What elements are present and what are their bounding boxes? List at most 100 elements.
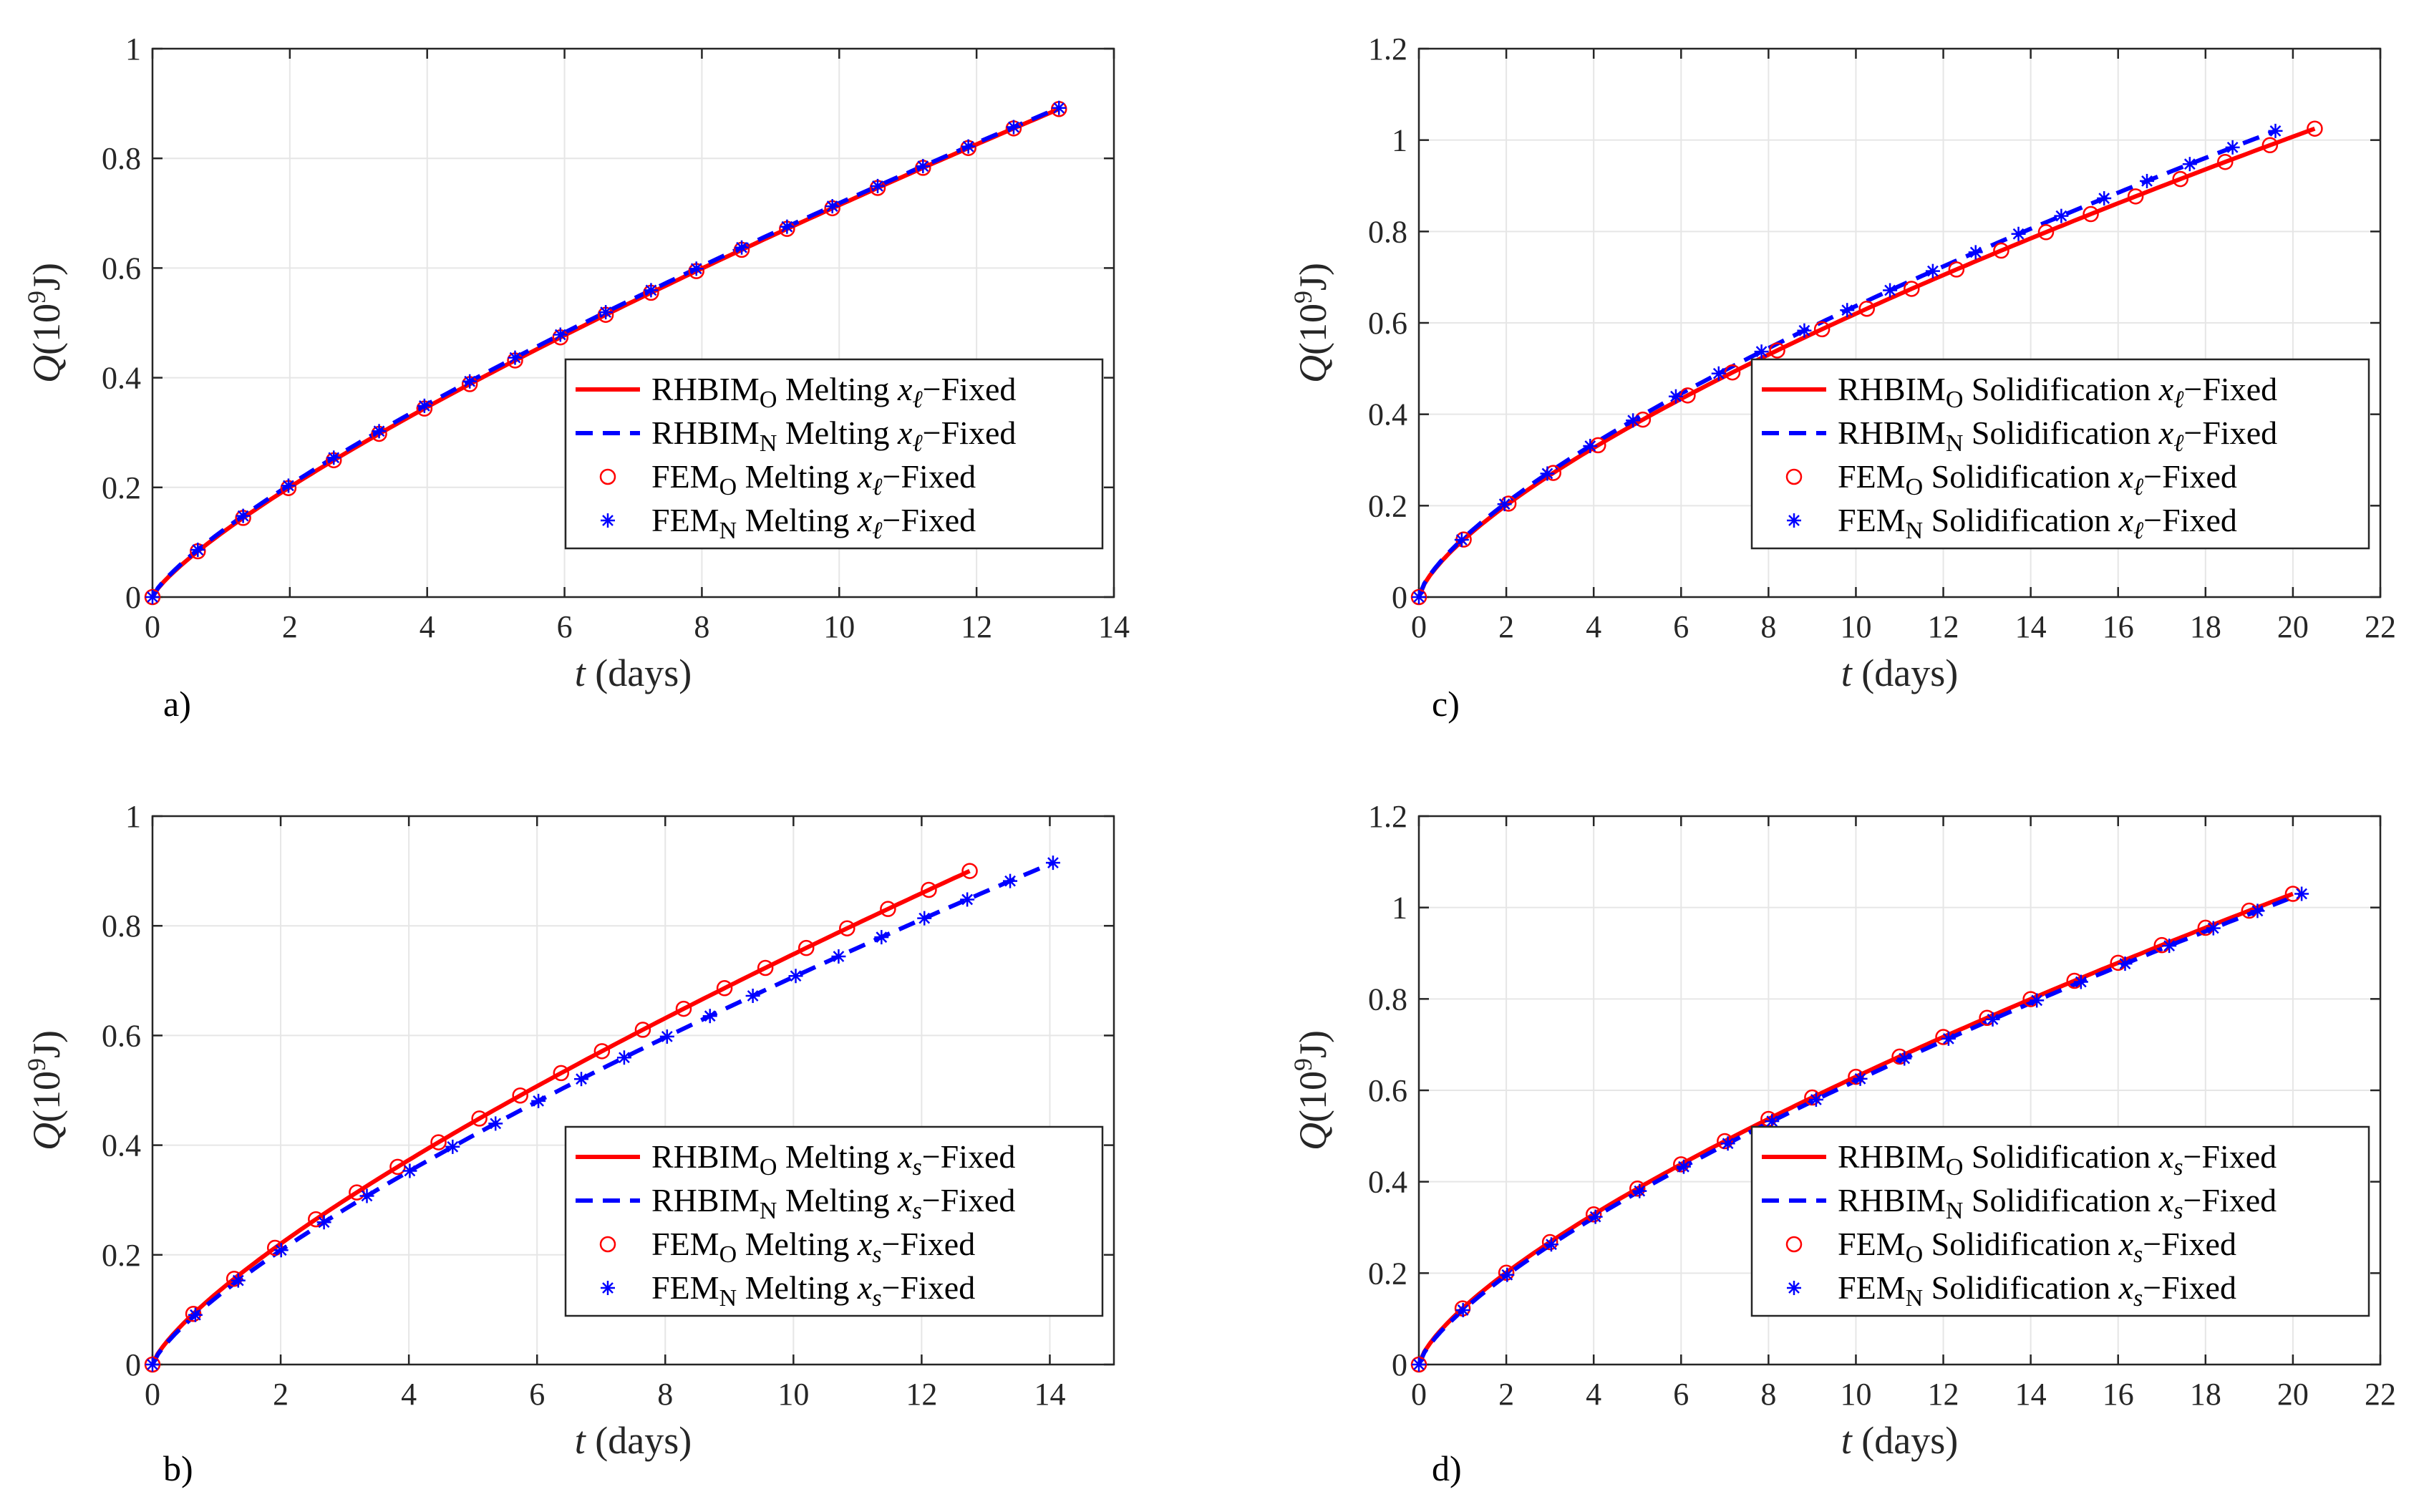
asterisk-stroke xyxy=(2012,228,2025,240)
data-point-asterisk xyxy=(402,1163,417,1178)
asterisk-stroke xyxy=(275,1244,287,1256)
data-point-circle xyxy=(1993,242,2009,259)
data-point-asterisk xyxy=(1797,323,1812,338)
asterisk-stroke xyxy=(961,893,974,906)
data-point-circle xyxy=(593,1043,611,1060)
legend-marker-asterisk xyxy=(601,1281,615,1295)
asterisk-stroke xyxy=(509,352,521,364)
asterisk-stroke xyxy=(1788,1282,1800,1294)
asterisk-stroke xyxy=(1455,534,1468,546)
asterisk-stroke xyxy=(1670,390,1682,402)
y-tick-label: 0.2 xyxy=(102,470,141,505)
data-point-asterisk xyxy=(1720,1136,1735,1151)
asterisk-stroke xyxy=(490,1118,502,1130)
data-point-asterisk xyxy=(1454,533,1469,548)
legend-entry-label: RHBIMO Solidification xs−Fixed xyxy=(1838,1138,2277,1181)
data-point-asterisk xyxy=(1840,303,1855,318)
x-tick-label: 14 xyxy=(1098,609,1130,644)
x-tick-label: 16 xyxy=(2103,1377,2134,1412)
y-tick-label: 0.8 xyxy=(1368,214,1407,249)
data-point-asterisk xyxy=(788,969,803,984)
asterisk-stroke xyxy=(600,306,612,318)
y-tick-label: 0 xyxy=(1392,1347,1407,1382)
data-point-asterisk xyxy=(1626,413,1641,428)
series-line-1 xyxy=(150,105,1060,598)
data-point-asterisk xyxy=(188,1307,203,1322)
x-tick-label: 14 xyxy=(1034,1377,1065,1412)
asterisk-stroke xyxy=(404,1165,416,1177)
data-point-asterisk xyxy=(1711,366,1726,381)
data-point-asterisk xyxy=(372,424,387,439)
data-point-asterisk xyxy=(598,305,614,320)
data-point-circle xyxy=(2307,120,2323,137)
x-tick-label: 4 xyxy=(420,609,435,644)
asterisk-stroke xyxy=(1008,121,1019,133)
asterisk-stroke xyxy=(1584,440,1596,452)
asterisk-stroke xyxy=(1413,591,1425,603)
y-axis-label: Q(109J) xyxy=(1289,263,1334,383)
data-point-circle xyxy=(1629,1181,1646,1197)
y-tick-label: 0.6 xyxy=(102,251,141,286)
data-point-circle xyxy=(2217,153,2234,170)
asterisk-stroke xyxy=(781,220,793,233)
panel-label: a) xyxy=(163,684,191,724)
data-point-asterisk xyxy=(462,374,477,389)
data-point-circle xyxy=(2083,205,2099,223)
data-point-circle xyxy=(921,881,937,898)
y-tick-label: 0.2 xyxy=(102,1238,141,1273)
data-point-asterisk xyxy=(145,590,160,604)
x-tick-label: 8 xyxy=(657,1377,673,1412)
y-tick-label: 1 xyxy=(125,32,141,67)
data-point-asterisk xyxy=(273,1243,289,1258)
data-point-asterisk xyxy=(2054,208,2069,223)
y-tick-label: 1 xyxy=(125,799,141,834)
x-tick-label: 10 xyxy=(777,1377,809,1412)
y-tick-label: 0.6 xyxy=(1368,306,1407,341)
data-point-asterisk xyxy=(1897,1051,1912,1066)
asterisk-stroke xyxy=(232,1274,244,1286)
data-point-circle xyxy=(757,959,774,976)
asterisk-stroke xyxy=(1722,1138,1734,1150)
asterisk-stroke xyxy=(576,1073,587,1085)
data-point-asterisk xyxy=(689,261,704,276)
y-tick-label: 1.2 xyxy=(1368,32,1407,67)
data-point-circle xyxy=(1858,300,1875,317)
asterisk-stroke xyxy=(2075,976,2087,988)
asterisk-stroke xyxy=(1589,1211,1601,1223)
legend-entry-label: FEMN Solidification xs−Fixed xyxy=(1838,1269,2236,1312)
asterisk-stroke xyxy=(1969,246,1982,258)
data-point-asterisk xyxy=(1543,1237,1558,1252)
asterisk-stroke xyxy=(962,140,974,152)
y-tick-label: 0.2 xyxy=(1368,1256,1407,1291)
asterisk-stroke xyxy=(1413,1359,1425,1370)
legend-entry-label: RHBIMN Solidification xs−Fixed xyxy=(1838,1182,2277,1224)
asterisk-stroke xyxy=(704,1010,716,1022)
x-tick-label: 12 xyxy=(1928,609,1959,644)
asterisk-stroke xyxy=(690,263,702,275)
data-point-asterisk xyxy=(659,1029,674,1044)
legend-box xyxy=(1750,358,2370,550)
y-tick-label: 0.4 xyxy=(102,1128,141,1163)
axes-box xyxy=(151,815,1115,1366)
data-point-asterisk xyxy=(1754,344,1769,359)
data-point-asterisk xyxy=(917,911,932,926)
data-point-circle xyxy=(797,939,815,956)
data-point-asterisk xyxy=(281,478,296,493)
data-point-asterisk xyxy=(2073,974,2088,989)
x-tick-label: 4 xyxy=(401,1377,417,1412)
data-point-asterisk xyxy=(2294,886,2309,901)
asterisk-stroke xyxy=(2183,158,2196,170)
data-point-asterisk xyxy=(2250,903,2265,919)
legend-marker-asterisk xyxy=(601,513,615,528)
data-point-asterisk xyxy=(2140,173,2155,188)
asterisk-stroke xyxy=(602,1282,614,1294)
asterisk-stroke xyxy=(147,1359,158,1370)
data-point-asterisk xyxy=(326,450,341,465)
asterisk-stroke xyxy=(2098,193,2110,204)
data-point-asterisk xyxy=(2118,956,2133,971)
asterisk-stroke xyxy=(1712,367,1725,379)
legend-entry-label: FEMN Solidification xℓ−Fixed xyxy=(1838,502,2237,544)
y-tick-label: 0.8 xyxy=(102,141,141,176)
